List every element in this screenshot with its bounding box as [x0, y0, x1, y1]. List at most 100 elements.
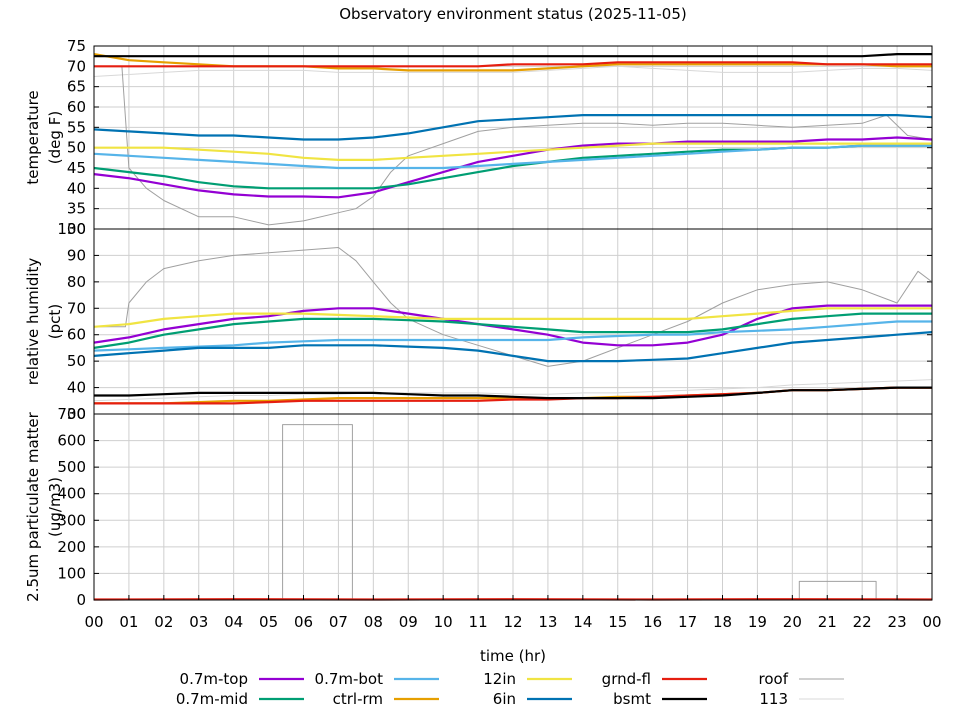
series-line-0.7m-top — [93, 136, 933, 199]
x-tick-label: 16 — [643, 613, 662, 631]
panel-pm25: 0 100 200 300 400 500 600 700 2.5um particulate … — [24, 405, 933, 609]
legend-label: roof — [759, 670, 789, 688]
y-tick-label: 80 — [67, 273, 86, 291]
legend-label: 12in — [483, 670, 516, 688]
y-axis-title: (deg F) — [46, 111, 64, 164]
legend-item-0.7m-top: 0.7m-top — [180, 670, 304, 688]
y-tick-label: 500 — [57, 458, 86, 476]
legend-item-bsmt: bsmt — [613, 690, 707, 708]
y-tick-label: 400 — [57, 485, 86, 503]
y-tick-label: 200 — [57, 538, 86, 556]
y-tick-label: 60 — [67, 326, 86, 344]
y-tick-label: 75 — [67, 37, 86, 55]
y-tick-label: 45 — [67, 159, 86, 177]
y-tick-label: 40 — [67, 179, 86, 197]
legend: 0.7m-top 0.7m-mid 0.7m-bot ctrl-rm 12in 6in gr… — [176, 670, 844, 708]
x-tick-label: 12 — [503, 613, 522, 631]
x-axis: 00 01 02 03 04 05 06 07 08 09 10 11 12 13 14 15 16 17 18 19… — [84, 595, 942, 631]
y-tick-label: 60 — [67, 98, 86, 116]
legend-label: ctrl-rm — [333, 690, 383, 708]
legend-label: 0.7m-bot — [315, 670, 384, 688]
legend-label: 6in — [493, 690, 516, 708]
x-tick-label: 03 — [189, 613, 208, 631]
legend-label: 0.7m-mid — [176, 690, 248, 708]
y-tick-label: 55 — [67, 118, 86, 136]
y-tick-label: 0 — [76, 591, 86, 609]
panel-temperature: 30 35 40 45 50 55 60 65 70 75 temperature (deg F) — [24, 37, 933, 238]
x-tick-label: 18 — [713, 613, 732, 631]
series-line-0.7m-bot — [93, 320, 932, 352]
legend-item-0.7m-mid: 0.7m-mid — [176, 690, 304, 708]
x-tick-label: 00 — [84, 613, 103, 631]
x-tick-label: 00 — [922, 613, 941, 631]
x-tick-label: 06 — [294, 613, 313, 631]
x-tick-label: 23 — [888, 613, 907, 631]
series-line-113 — [93, 379, 933, 402]
y-tick-label: 30 — [67, 220, 86, 238]
y-tick-label: 40 — [67, 379, 86, 397]
y-tick-label: 30 — [67, 405, 86, 423]
x-tick-label: 09 — [399, 613, 418, 631]
series-line-12in — [93, 307, 932, 328]
legend-label: 113 — [759, 690, 788, 708]
x-tick-label: 20 — [783, 613, 802, 631]
series-line-bsmt — [94, 386, 932, 400]
series-line-grnd-fl — [94, 61, 932, 68]
legend-item-6in: 6in — [493, 690, 572, 708]
x-axis-title: time (hr) — [480, 647, 546, 665]
series-line-0.7m-bot — [93, 144, 932, 170]
y-tick-label: 100 — [57, 564, 86, 582]
legend-item-ctrl-rm: ctrl-rm — [333, 690, 439, 708]
series-line-bsmt — [94, 52, 932, 58]
series-line-roof — [94, 65, 933, 226]
x-tick-label: 11 — [469, 613, 488, 631]
x-tick-label: 22 — [853, 613, 872, 631]
legend-item-roof: roof — [759, 670, 844, 688]
x-tick-label: 15 — [608, 613, 627, 631]
y-tick-label: 300 — [57, 511, 86, 529]
legend-item-0.7m-bot: 0.7m-bot — [315, 670, 439, 688]
y-tick-label: 50 — [67, 139, 86, 157]
x-tick-label: 02 — [154, 613, 173, 631]
x-tick-label: 17 — [678, 613, 697, 631]
y-axis-title: temperature — [24, 90, 42, 184]
x-tick-label: 21 — [818, 613, 837, 631]
legend-label: 0.7m-top — [180, 670, 248, 688]
series-line-12in — [94, 142, 932, 161]
series-line-113 — [93, 65, 933, 77]
legend-label: bsmt — [613, 690, 651, 708]
legend-label: grnd-fl — [602, 670, 651, 688]
x-tick-label: 05 — [259, 613, 278, 631]
y-axis-title: (ug/m3) — [46, 477, 64, 537]
y-tick-label: 100 — [57, 220, 86, 238]
y-tick-label: 600 — [57, 432, 86, 450]
x-tick-label: 07 — [329, 613, 348, 631]
legend-item-12in: 12in — [483, 670, 572, 688]
y-tick-label: 35 — [67, 200, 86, 218]
x-tick-label: 08 — [364, 613, 383, 631]
y-tick-label: 70 — [67, 299, 86, 317]
x-tick-label: 14 — [573, 613, 592, 631]
y-axis-title: (pct) — [46, 304, 64, 339]
y-axis-title: 2.5um particulate matter — [24, 411, 42, 601]
x-tick-label: 10 — [434, 613, 453, 631]
x-tick-label: 04 — [224, 613, 243, 631]
series-line-0.7m-top — [93, 304, 932, 347]
y-tick-label: 90 — [67, 246, 86, 264]
y-axis-title: relative humidity — [24, 258, 42, 386]
panel-humidity: 30 40 50 60 70 80 90 100 relative humidity (pct) — [24, 220, 933, 423]
y-tick-label: 65 — [67, 78, 86, 96]
series-line-6in — [93, 331, 933, 363]
legend-item-113: 113 — [759, 690, 844, 708]
y-tick-label: 50 — [67, 352, 86, 370]
legend-item-grnd-fl: grnd-fl — [602, 670, 707, 688]
x-tick-label: 19 — [748, 613, 767, 631]
y-tick-label: 70 — [67, 57, 86, 75]
y-tick-label: 700 — [57, 405, 86, 423]
chart-title: Observatory environment status (2025-11-… — [339, 5, 687, 23]
x-tick-label: 01 — [119, 613, 138, 631]
x-tick-label: 13 — [538, 613, 557, 631]
series-line-0.7m-mid — [93, 312, 932, 349]
